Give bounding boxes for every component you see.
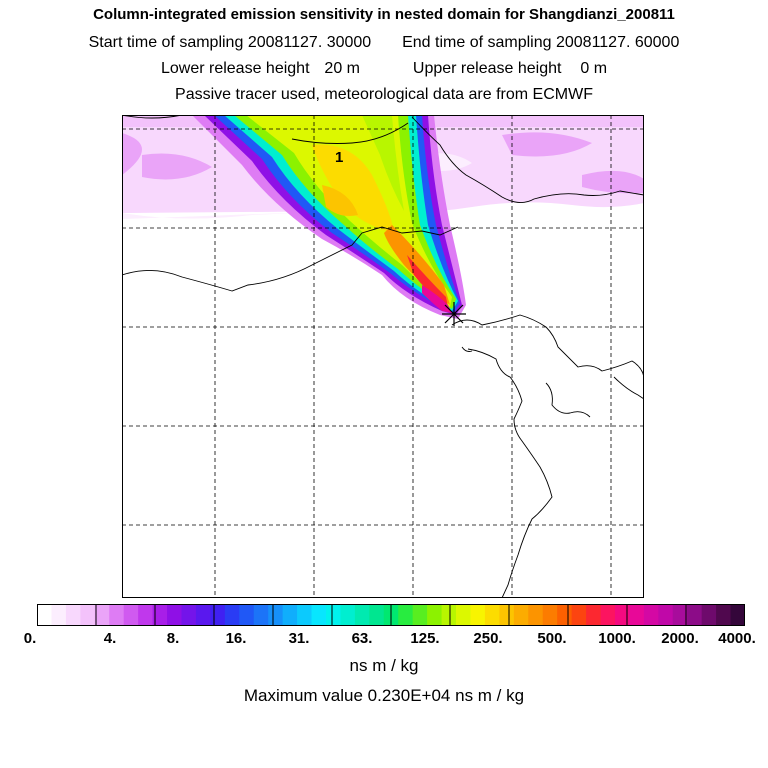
color-bar [37, 604, 745, 626]
color-bar-cell [253, 604, 269, 626]
color-bar-cell [239, 604, 255, 626]
color-bar-cell [123, 604, 139, 626]
color-bar-cell [513, 604, 529, 626]
max-value-number: 0.230E+04 [367, 686, 451, 705]
color-bar-cell [354, 604, 370, 626]
end-sampling-label: End time of sampling [402, 34, 552, 51]
color-bar-cell [730, 604, 745, 626]
color-bar-cell [614, 604, 630, 626]
end-sampling-value: 20081127. 60000 [555, 34, 680, 51]
color-bar-cell [701, 604, 717, 626]
color-bar-cell [340, 604, 356, 626]
color-bar-cell [658, 604, 674, 626]
release-heights: Lower release height 20 m Upper release … [0, 60, 768, 78]
color-bar-cell [224, 604, 240, 626]
color-bar-cell [571, 604, 587, 626]
color-bar-cell [51, 604, 67, 626]
color-bar-cell [441, 604, 457, 626]
color-bar-cell [282, 604, 298, 626]
color-bar-cell [297, 604, 313, 626]
colorbar-tick-label: 250. [473, 630, 503, 647]
color-bar-cell [600, 604, 616, 626]
color-bar-cell [210, 604, 226, 626]
color-bar-cell [456, 604, 471, 626]
colorbar-tick-label: 31. [288, 630, 310, 647]
color-bar-cell [499, 604, 515, 626]
plume [192, 115, 466, 319]
color-bar-cell [311, 604, 327, 626]
color-bar-cell [427, 604, 443, 626]
colorbar-tick-label: 4000. [718, 630, 756, 647]
max-value-units: ns m / kg [455, 686, 525, 705]
color-bar-cell [557, 604, 573, 626]
color-bar-cell [325, 604, 341, 626]
color-bar-cell [484, 604, 500, 626]
colorbar-tick-label: 4. [103, 630, 117, 647]
lower-release-value: 20 m [324, 60, 360, 77]
color-bar-cell [152, 604, 168, 626]
asterisk-star-icon [442, 302, 466, 326]
color-bar-cell [109, 604, 125, 626]
sensitivity-map: 1 [122, 115, 644, 598]
sampling-times: Start time of sampling 20081127. 30000 E… [0, 34, 768, 52]
color-bar-cell [167, 604, 182, 626]
color-bar-cell [80, 604, 96, 626]
chart-title: Column-integrated emission sensitivity i… [93, 6, 675, 23]
upper-release-label: Upper release height [412, 60, 562, 77]
coastlines [122, 115, 644, 598]
max-marker-label: 1 [335, 149, 343, 166]
color-bar-cell [369, 604, 385, 626]
colorbar-tick-label: 0. [23, 630, 37, 647]
color-bar-cell [138, 604, 154, 626]
colorbar-tick-label: 1000. [598, 630, 636, 647]
colorbar-tick-label: 8. [166, 630, 180, 647]
colorbar-tick-label: 125. [410, 630, 440, 647]
colorbar-tick-label: 16. [225, 630, 247, 647]
start-sampling-value: 20081127. 30000 [247, 34, 372, 51]
upper-release-value: 0 m [580, 60, 608, 77]
colorbar-tick-label: 500. [537, 630, 567, 647]
color-bar-cell [542, 604, 558, 626]
color-bar-dividers [95, 604, 687, 626]
color-bar-cell [586, 604, 602, 626]
start-sampling-label: Start time of sampling [88, 34, 244, 51]
lower-release-label: Lower release height [160, 60, 310, 77]
color-bar-cell [716, 604, 732, 626]
color-bar-cell [181, 604, 197, 626]
color-bar-cell [195, 604, 211, 626]
color-bar-cell [643, 604, 659, 626]
graticule [122, 115, 644, 598]
maximum-value: Maximum value 0.230E+04 ns m / kg [0, 686, 768, 706]
color-bar-cell [94, 604, 110, 626]
colorbar-units: ns m / kg [349, 656, 419, 675]
color-bar-cell [412, 604, 428, 626]
color-bar-cell [629, 604, 645, 626]
color-bar-cell [37, 604, 52, 626]
color-bar-cell [672, 604, 688, 626]
colorbar-tick-label: 2000. [661, 630, 699, 647]
tracer-note: Passive tracer used, meteorological data… [175, 86, 593, 103]
color-bar-cell [687, 604, 703, 626]
colorbar-tick-label: 63. [351, 630, 373, 647]
color-bar-cell [65, 604, 81, 626]
color-bar-cells [37, 604, 745, 626]
max-value-label: Maximum value [243, 686, 363, 705]
color-bar-cell [470, 604, 486, 626]
color-bar-cell [398, 604, 414, 626]
color-bar-cell [268, 604, 284, 626]
color-bar-cell [528, 604, 544, 626]
